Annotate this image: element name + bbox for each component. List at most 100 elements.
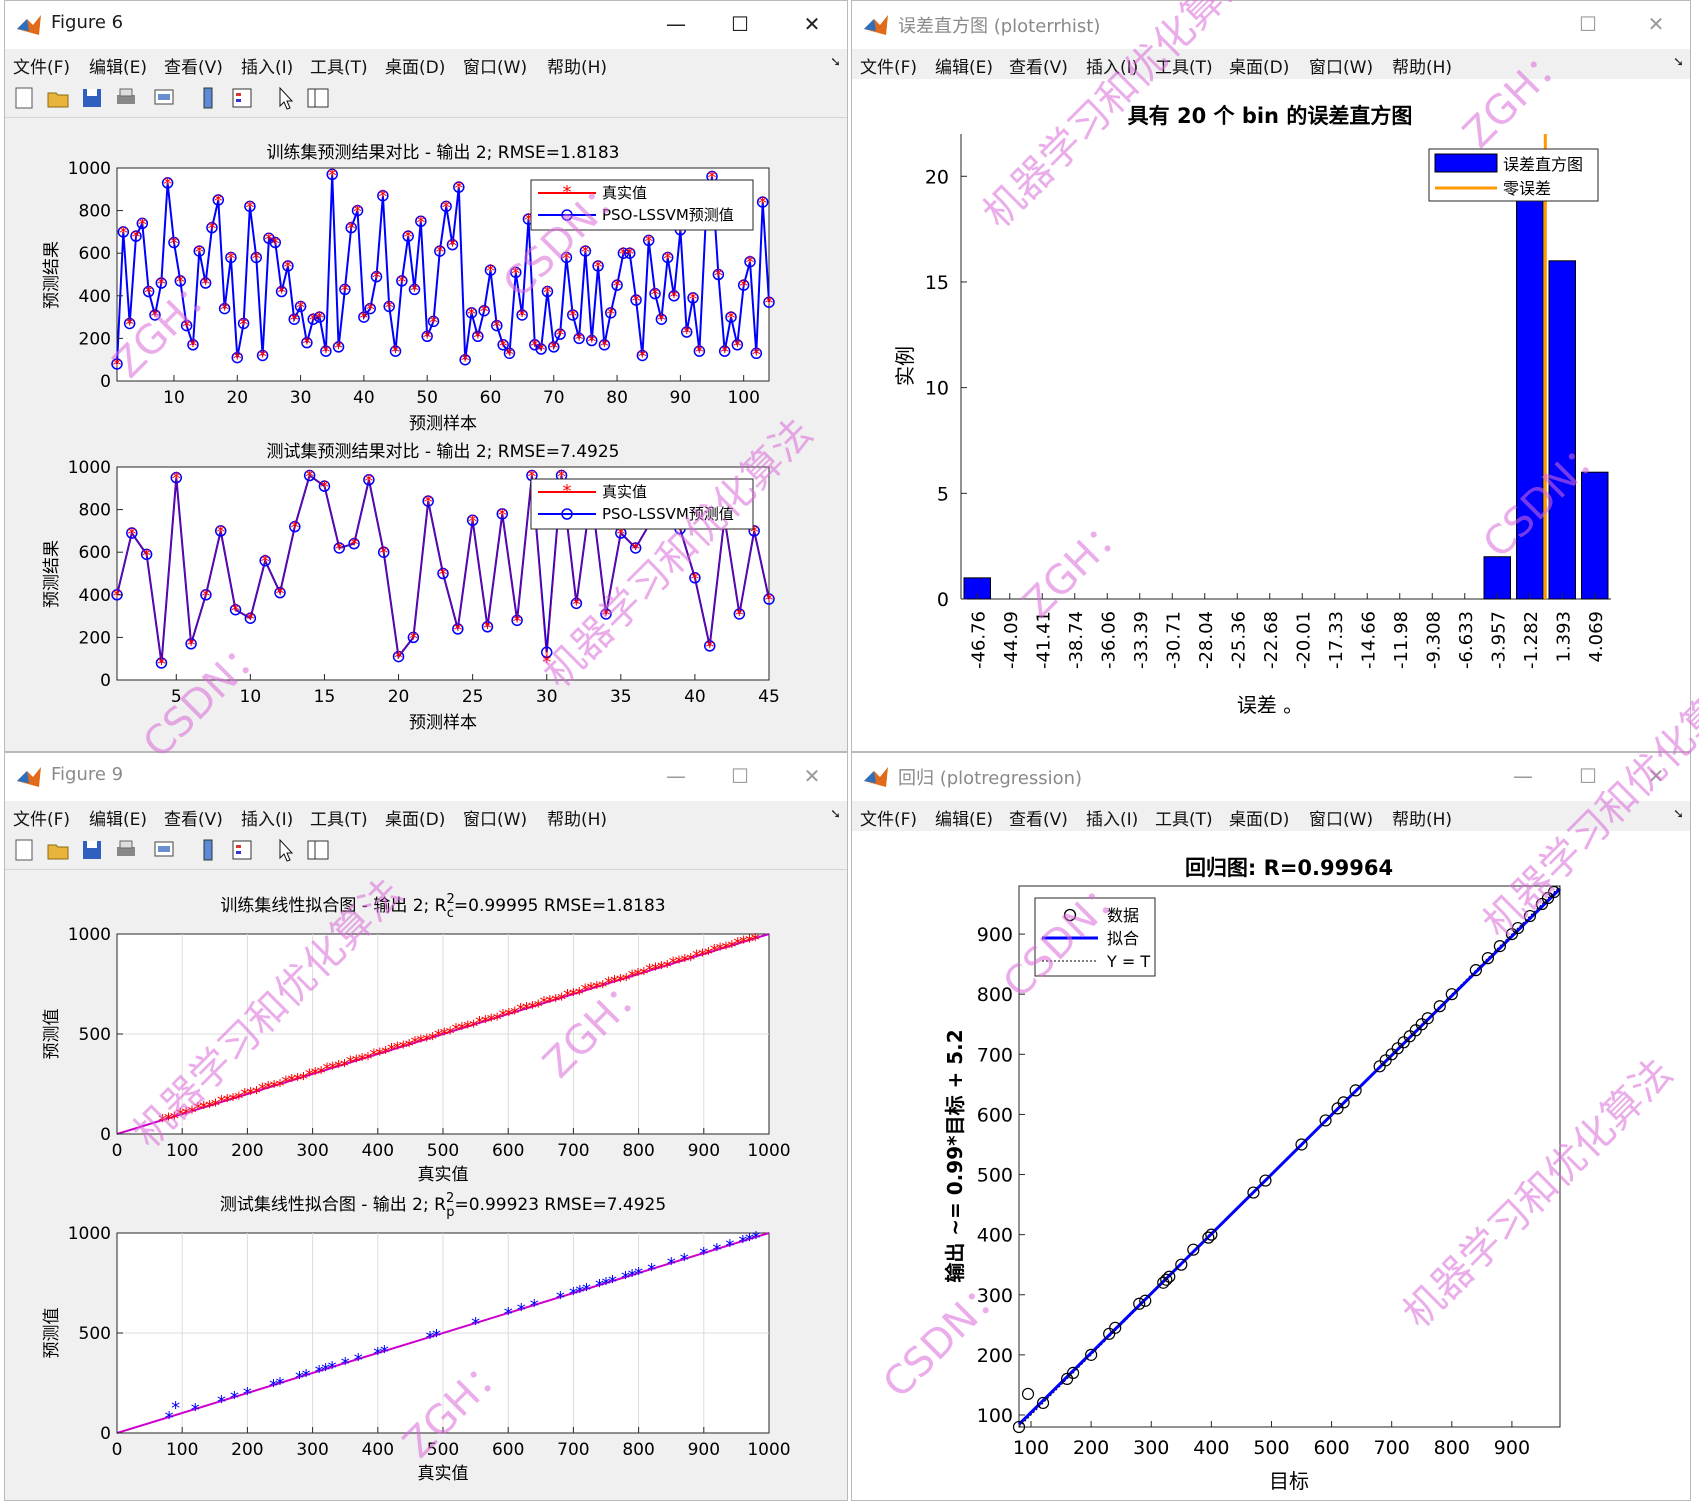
- data-point: *: [569, 985, 578, 1006]
- menu-edit[interactable]: 编辑(E): [89, 58, 148, 78]
- menu-insert[interactable]: 插入(I): [241, 58, 294, 78]
- data-point: *: [193, 1099, 202, 1120]
- title-bar[interactable]: 误差直方图 (ploterrhist) ☐ ✕: [852, 1, 1690, 49]
- new-figure-icon[interactable]: [11, 85, 37, 111]
- menu-file[interactable]: 文件(F): [860, 810, 918, 830]
- menu-window[interactable]: 窗口(W): [1309, 58, 1374, 78]
- data-point: *: [440, 1025, 449, 1046]
- x-tick-label: 1000: [747, 1141, 790, 1161]
- menu-insert[interactable]: 插入(I): [1086, 58, 1139, 78]
- menu-edit[interactable]: 编辑(E): [935, 58, 994, 78]
- minimize-icon[interactable]: —: [1513, 764, 1533, 788]
- pred-point: [600, 608, 612, 620]
- true-point: *: [518, 306, 527, 327]
- close-icon[interactable]: ✕: [803, 12, 821, 36]
- dock-arrow-icon[interactable]: ➘: [1673, 55, 1684, 70]
- maximize-icon[interactable]: ☐: [731, 764, 749, 788]
- x-tick-label: 200: [231, 1141, 263, 1161]
- menu-help[interactable]: 帮助(H): [547, 58, 608, 78]
- menu-view[interactable]: 查看(V): [1009, 58, 1068, 78]
- close-icon[interactable]: ✕: [1647, 764, 1665, 788]
- print-icon[interactable]: [113, 85, 139, 111]
- menu-file[interactable]: 文件(F): [13, 810, 71, 830]
- menu-help[interactable]: 帮助(H): [1392, 58, 1453, 78]
- maximize-icon[interactable]: ☐: [1579, 12, 1597, 36]
- data-point: *: [171, 1398, 180, 1419]
- x-tick-label: 70: [543, 388, 565, 408]
- title-bar[interactable]: 回归 (plotregression) — ☐ ✕: [852, 753, 1690, 801]
- pred-point: [126, 527, 138, 539]
- pred-point: [497, 339, 509, 351]
- title-bar[interactable]: Figure 9 — ☐ ✕: [5, 753, 847, 801]
- data-point: *: [628, 966, 637, 987]
- dock-arrow-icon[interactable]: ➘: [830, 807, 841, 822]
- close-icon[interactable]: ✕: [803, 764, 821, 788]
- colorbar-icon[interactable]: [195, 837, 221, 863]
- menu-tools[interactable]: 工具(T): [1155, 58, 1213, 78]
- pointer-icon[interactable]: [273, 85, 299, 111]
- link-plot-icon[interactable]: [151, 837, 177, 863]
- data-point: *: [725, 1236, 734, 1257]
- new-figure-icon[interactable]: [11, 837, 37, 863]
- save-icon[interactable]: [79, 837, 105, 863]
- colorbar-icon[interactable]: [195, 85, 221, 111]
- menu-desktop[interactable]: 桌面(D): [1229, 810, 1290, 830]
- menu-desktop[interactable]: 桌面(D): [385, 58, 446, 78]
- y-tick-label: 200: [977, 1345, 1013, 1367]
- menu-insert[interactable]: 插入(I): [1086, 810, 1139, 830]
- data-point: *: [602, 1274, 611, 1295]
- save-icon[interactable]: [79, 85, 105, 111]
- pred-point: [453, 181, 465, 193]
- menu-help[interactable]: 帮助(H): [547, 810, 608, 830]
- menu-desktop[interactable]: 桌面(D): [385, 810, 446, 830]
- maximize-icon[interactable]: ☐: [731, 12, 749, 36]
- open-file-icon[interactable]: [45, 85, 71, 111]
- property-editor-icon[interactable]: [305, 837, 331, 863]
- close-icon[interactable]: ✕: [1647, 12, 1665, 36]
- menu-insert[interactable]: 插入(I): [241, 810, 294, 830]
- fit1-data: ****************************************…: [116, 930, 770, 1135]
- link-plot-icon[interactable]: [151, 85, 177, 111]
- open-file-icon[interactable]: [45, 837, 71, 863]
- data-point: *: [528, 998, 537, 1019]
- menu-tools[interactable]: 工具(T): [310, 58, 368, 78]
- menu-edit[interactable]: 编辑(E): [89, 810, 148, 830]
- menu-tools[interactable]: 工具(T): [1155, 810, 1213, 830]
- histogram-axes: [961, 134, 1611, 599]
- data-point: [1433, 1000, 1446, 1013]
- pred-point: [422, 495, 434, 507]
- data-point: *: [634, 1264, 643, 1285]
- menu-window[interactable]: 窗口(W): [463, 810, 528, 830]
- minimize-icon[interactable]: —: [666, 12, 686, 36]
- dock-arrow-icon[interactable]: ➘: [830, 55, 841, 70]
- title-bar[interactable]: Figure 6 — ☐ ✕: [5, 1, 847, 49]
- menu-window[interactable]: 窗口(W): [1309, 810, 1374, 830]
- true-point: *: [127, 524, 136, 545]
- true-point: *: [163, 174, 172, 195]
- property-editor-icon[interactable]: [305, 85, 331, 111]
- menu-desktop[interactable]: 桌面(D): [1229, 58, 1290, 78]
- menu-tools[interactable]: 工具(T): [310, 810, 368, 830]
- menu-view[interactable]: 查看(V): [1009, 810, 1068, 830]
- menu-window[interactable]: 窗口(W): [463, 58, 528, 78]
- maximize-icon[interactable]: ☐: [1579, 764, 1597, 788]
- x-tick-label: -14.66: [1358, 611, 1379, 669]
- menu-file[interactable]: 文件(F): [13, 58, 71, 78]
- print-icon[interactable]: [113, 837, 139, 863]
- menu-view[interactable]: 查看(V): [164, 810, 223, 830]
- true-point: *: [271, 234, 280, 255]
- pred-point: [510, 266, 522, 279]
- menu-edit[interactable]: 编辑(E): [935, 810, 994, 830]
- menu-view[interactable]: 查看(V): [164, 58, 223, 78]
- legend-icon[interactable]: [229, 837, 255, 863]
- true-point: *: [305, 467, 314, 488]
- legend-icon[interactable]: [229, 85, 255, 111]
- fit1-title: 训练集线性拟合图 - 输出 2; R2 c=0.99995 RMSE=1.8183: [220, 892, 665, 921]
- pointer-icon[interactable]: [273, 837, 299, 863]
- minimize-icon[interactable]: —: [666, 764, 686, 788]
- data-point: *: [270, 1077, 279, 1098]
- menu-help[interactable]: 帮助(H): [1392, 810, 1453, 830]
- menu-file[interactable]: 文件(F): [860, 58, 918, 78]
- dock-arrow-icon[interactable]: ➘: [1673, 807, 1684, 822]
- data-point: *: [498, 1006, 507, 1027]
